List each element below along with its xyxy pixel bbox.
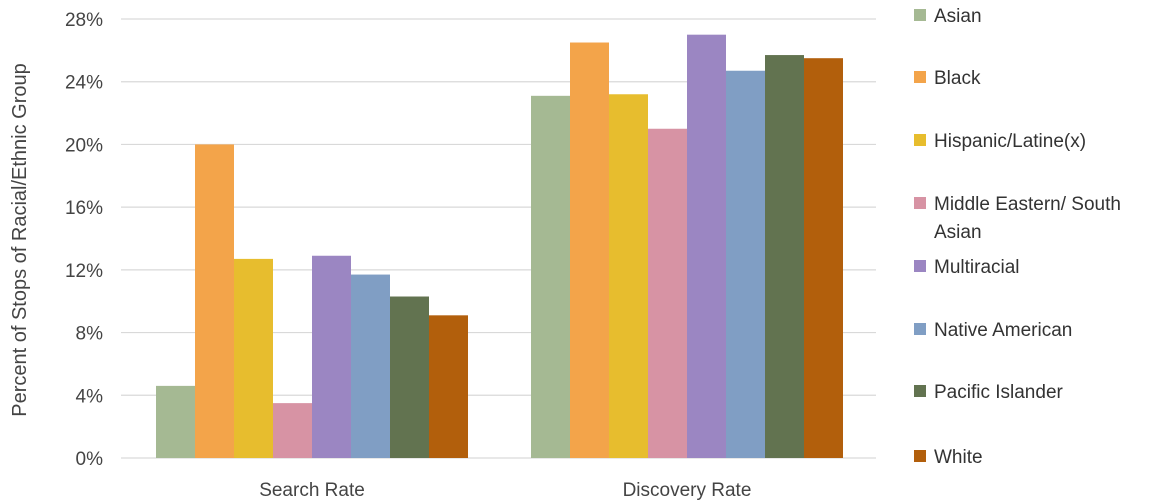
- bar-search-rate-middle-eastern-south-asian: [273, 403, 312, 458]
- legend-swatch-multiracial: [914, 260, 926, 272]
- y-tick-label-2: 8%: [76, 324, 104, 345]
- y-tick-label-6: 24%: [65, 73, 103, 94]
- x-tick-label-0: Search Rate: [259, 480, 365, 501]
- legend-swatch-hispanic-latine-x-: [914, 134, 926, 146]
- bar-search-rate-black: [195, 144, 234, 458]
- bar-search-rate-multiracial: [312, 255, 351, 458]
- bar-discovery-rate-pacific-islander: [765, 55, 804, 458]
- bar-discovery-rate-white: [804, 58, 843, 458]
- legend-swatch-native-american: [914, 323, 926, 335]
- y-tick-label-4: 16%: [65, 198, 103, 219]
- legend-swatch-black: [914, 71, 926, 83]
- bar-discovery-rate-multiracial: [687, 34, 726, 459]
- y-tick-label-3: 12%: [65, 261, 103, 282]
- y-tick-label-7: 28%: [65, 10, 103, 31]
- legend-label-white: White: [934, 447, 983, 468]
- legend-swatch-pacific-islander: [914, 385, 926, 397]
- legend-label-middle-eastern-south-asian: Middle Eastern/ South Asian: [934, 194, 1121, 243]
- y-tick-label-0: 0%: [76, 449, 104, 470]
- x-tick-label-1: Discovery Rate: [623, 480, 752, 501]
- bar-discovery-rate-asian: [531, 95, 570, 458]
- bar-search-rate-pacific-islander: [390, 296, 429, 458]
- bar-discovery-rate-middle-eastern-south-asian: [648, 128, 687, 458]
- legend-label-native-american: Native American: [934, 320, 1072, 341]
- legend-swatch-white: [914, 450, 926, 462]
- bars: [156, 34, 843, 459]
- legend: Asian Black Hispanic/Latine(x) Middle Easte…: [914, 6, 1121, 468]
- bar-search-rate-native-american: [351, 274, 390, 458]
- bar-discovery-rate-native-american: [726, 70, 765, 458]
- x-axis: Search Rate Discovery Rate: [259, 480, 751, 501]
- legend-label-multiracial: Multiracial: [934, 257, 1020, 278]
- y-tick-label-5: 20%: [65, 135, 103, 156]
- bar-discovery-rate-black: [570, 42, 609, 459]
- legend-label-hispanic-latine-x-: Hispanic/Latine(x): [934, 131, 1086, 152]
- legend-swatch-asian: [914, 9, 926, 21]
- bar-discovery-rate-hispanic-latine-x-: [609, 94, 648, 458]
- y-axis: 0% 4% 8% 12% 16% 20% 24% 28%: [65, 10, 103, 470]
- legend-swatch-middle-eastern-south-asian: [914, 197, 926, 209]
- legend-label-asian: Asian: [934, 6, 982, 27]
- y-tick-label-1: 4%: [76, 386, 104, 407]
- y-axis-title: Percent of Stops of Racial/Ethnic Group: [9, 63, 31, 417]
- legend-label-pacific-islander: Pacific Islander: [934, 382, 1064, 403]
- bar-search-rate-hispanic-latine-x-: [234, 258, 273, 458]
- legend-label-black: Black: [934, 68, 981, 89]
- bar-search-rate-asian: [156, 385, 195, 458]
- bar-search-rate-white: [429, 315, 468, 458]
